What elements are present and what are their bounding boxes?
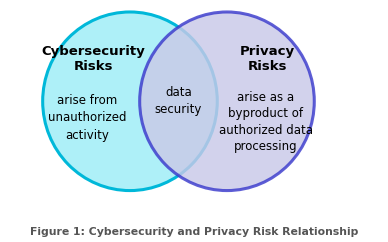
Text: Privacy
Risks: Privacy Risks bbox=[240, 45, 295, 73]
Text: Cybersecurity
Risks: Cybersecurity Risks bbox=[41, 45, 145, 73]
Text: arise as a
byproduct of
authorized data
processing: arise as a byproduct of authorized data … bbox=[219, 91, 313, 153]
Text: data
security: data security bbox=[155, 86, 202, 116]
Ellipse shape bbox=[140, 12, 314, 191]
Text: arise from
unauthorized
activity: arise from unauthorized activity bbox=[48, 94, 126, 142]
Text: Figure 1: Cybersecurity and Privacy Risk Relationship: Figure 1: Cybersecurity and Privacy Risk… bbox=[30, 227, 358, 237]
Ellipse shape bbox=[43, 12, 217, 191]
